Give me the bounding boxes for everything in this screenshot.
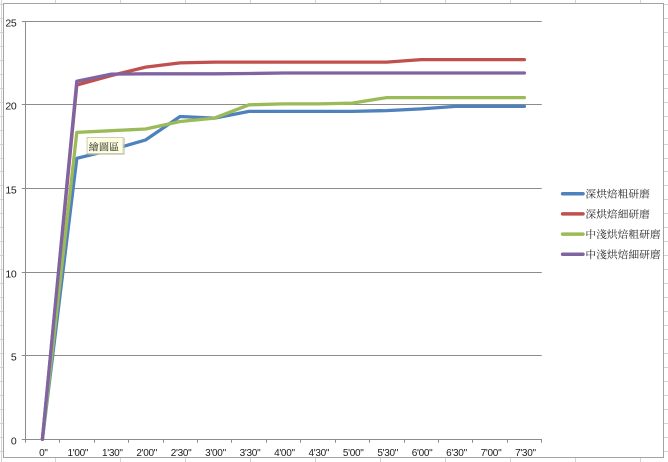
svg-text:2'00": 2'00" (136, 448, 157, 459)
svg-text:7'30": 7'30" (515, 448, 536, 459)
svg-text:3'30": 3'30" (240, 448, 261, 459)
svg-text:0": 0" (39, 448, 48, 459)
svg-text:2'30": 2'30" (171, 448, 192, 459)
svg-text:15: 15 (5, 184, 16, 196)
svg-text:5'30": 5'30" (377, 448, 398, 459)
svg-text:3'00": 3'00" (205, 448, 226, 459)
svg-text:7'00": 7'00" (481, 448, 502, 459)
svg-text:25: 25 (5, 17, 16, 29)
svg-text:1'30": 1'30" (102, 448, 123, 459)
svg-text:10: 10 (5, 268, 16, 280)
svg-text:6'00": 6'00" (412, 448, 433, 459)
svg-text:4'30": 4'30" (308, 448, 329, 459)
svg-text:6'30": 6'30" (446, 448, 467, 459)
svg-text:5: 5 (11, 351, 17, 363)
svg-text:5'00": 5'00" (343, 448, 364, 459)
svg-text:4'00": 4'00" (274, 448, 295, 459)
svg-text:20: 20 (5, 100, 16, 112)
svg-text:0: 0 (11, 435, 17, 447)
svg-text:1'00": 1'00" (67, 448, 88, 459)
